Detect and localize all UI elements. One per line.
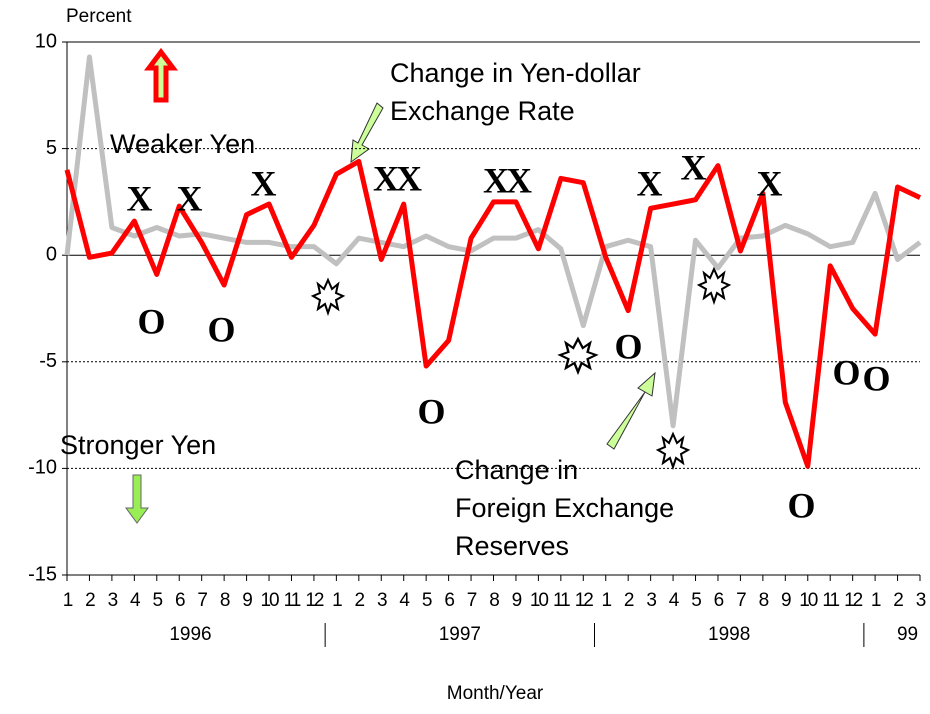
y-tick-label: 5: [46, 137, 57, 159]
x-tick-label: 12: [305, 590, 324, 611]
y-axis-label: Percent: [66, 6, 132, 27]
x-tick-label: 11: [284, 590, 301, 611]
x-tick-label: 7: [736, 590, 746, 611]
annotation: Weaker Yen: [110, 129, 255, 159]
x-tick-label: 2: [85, 590, 95, 611]
x-tick-label: 2: [893, 590, 903, 611]
x-tick-label: 6: [444, 590, 454, 611]
marker-label: X: [637, 163, 663, 203]
annotation-line: Reserves: [455, 531, 569, 561]
x-tick-label: 1: [332, 590, 342, 611]
marker-label: X: [177, 178, 203, 218]
marker-label: X: [251, 163, 277, 203]
series-line: [64, 158, 922, 469]
y-tick-label: 0: [46, 243, 57, 265]
x-tick-label: 4: [669, 590, 680, 611]
x-tick-label: 7: [467, 590, 477, 611]
annotation-line: Weaker Yen: [110, 129, 255, 159]
x-tick-label: 8: [220, 590, 230, 611]
marker-label: O: [787, 485, 814, 525]
y-tick-label: -10: [28, 457, 57, 479]
annotation-line: Exchange Rate: [390, 96, 575, 126]
x-tick-label: 12: [575, 590, 594, 611]
x-tick-label: 9: [242, 590, 252, 611]
y-tick-label: -5: [39, 350, 57, 372]
x-tick-label: 10: [799, 590, 818, 611]
starbursts: [310, 266, 732, 471]
marker-label: XX: [483, 160, 532, 200]
year-label: 1997: [439, 624, 481, 645]
marker-label: X: [127, 178, 153, 218]
marker-label: X: [681, 147, 707, 187]
year-label: 1996: [169, 624, 211, 645]
y-tick-label: -15: [28, 563, 57, 585]
x-tick-label: 3: [108, 590, 118, 611]
x-axis-label: Month/Year: [447, 683, 544, 704]
y-tick-label: 10: [35, 30, 57, 52]
x-tick-label: 2: [355, 590, 365, 611]
year-label: 1998: [708, 624, 750, 645]
x-tick-label: 1: [871, 590, 881, 611]
annotation: Change in Foreign Exchange Reserves: [455, 455, 674, 561]
x-tick-label: 3: [646, 590, 656, 611]
marker-label: O: [862, 358, 889, 398]
year-label: 99: [897, 624, 918, 645]
annotation: Stronger Yen: [60, 430, 216, 460]
marker-label: X: [757, 163, 783, 203]
series-line: [64, 54, 922, 429]
marker-label: O: [614, 326, 641, 366]
x-tick-label: 6: [175, 590, 185, 611]
x-tick-label: 8: [489, 590, 499, 611]
x-tick-label: 5: [153, 590, 163, 611]
x-tick-label: 7: [197, 590, 207, 611]
marker-label: O: [417, 391, 444, 431]
x-tick-label: 1: [601, 590, 611, 611]
x-tick-label: 1: [63, 590, 73, 611]
x-tick-label: 10: [260, 590, 279, 611]
x-tick-label: 10: [530, 590, 549, 611]
annotation-line: Stronger Yen: [60, 430, 216, 460]
x-tick-label: 5: [422, 590, 432, 611]
x-tick-label: 3: [377, 590, 387, 611]
x-tick-label: 5: [691, 590, 701, 611]
x-tick-label: 9: [512, 590, 522, 611]
annotation-line: Change in Yen-dollar: [390, 58, 641, 88]
x-tick-label: 3: [916, 590, 926, 611]
arrows: [125, 47, 656, 524]
x-tick-label: 4: [130, 590, 141, 611]
x-tick-label: 4: [399, 590, 410, 611]
x-tick-label: 8: [759, 590, 769, 611]
x-tick-label: 6: [714, 590, 724, 611]
marker-label: XX: [373, 158, 422, 198]
marker-label: O: [137, 301, 164, 341]
annotation: Change in Yen-dollar Exchange Rate: [390, 58, 641, 126]
x-tick-label: 2: [624, 590, 634, 611]
x-tick-label: 11: [553, 590, 570, 611]
x-tick-label: 9: [781, 590, 791, 611]
marker-label: O: [832, 352, 859, 392]
x-tick-label: 11: [822, 590, 839, 611]
annotation-line: Change in: [455, 455, 578, 485]
marker-label: O: [207, 309, 234, 349]
x-tick-label: 12: [844, 590, 863, 611]
annotation-line: Foreign Exchange: [455, 493, 674, 523]
